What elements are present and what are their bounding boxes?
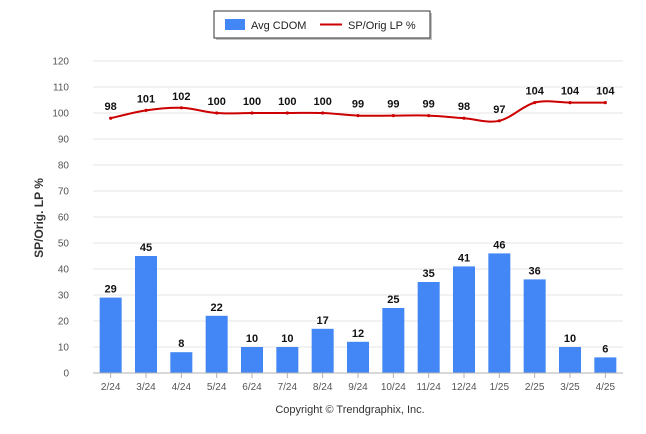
legend-item-sp-orig-lp[interactable]: SP/Orig LP % (348, 20, 416, 32)
x-tick-label: 1/25 (490, 382, 510, 393)
bar-data-label: 36 (529, 265, 541, 277)
bar (276, 347, 299, 373)
y-tick-label: 10 (58, 343, 70, 354)
line-data-label: 104 (561, 86, 580, 98)
line-point (391, 114, 395, 118)
line-point (603, 101, 607, 105)
line-point (109, 116, 113, 120)
bar-data-label: 17 (317, 315, 329, 327)
bar (382, 308, 405, 373)
line-data-label: 100 (278, 96, 296, 108)
bar-data-label: 29 (105, 284, 117, 296)
line-data-label: 98 (458, 101, 470, 113)
x-tick-label: 12/24 (451, 382, 476, 393)
line-point (144, 108, 148, 112)
y-tick-label: 20 (58, 317, 70, 328)
bar (559, 347, 581, 373)
x-tick-label: 5/24 (207, 382, 227, 393)
x-tick-label: 10/24 (381, 382, 406, 393)
bar-data-label: 45 (140, 242, 152, 254)
y-tick-label: 0 (63, 369, 69, 380)
legend-bar-swatch (225, 19, 245, 30)
bar (488, 253, 511, 373)
bar (347, 341, 369, 373)
copyright-text: Copyright © Trendgraphix, Inc. (275, 404, 424, 416)
bar-data-label: 41 (458, 252, 470, 264)
bar-data-label: 22 (211, 302, 223, 314)
line-data-label: 100 (243, 96, 261, 108)
x-tick-label: 11/24 (417, 382, 442, 393)
bar (205, 315, 228, 373)
line-series: 98 101 102 100 100 100 100 99 99 99 98 97 104 104 104 (105, 86, 615, 123)
x-tick-label: 7/24 (278, 382, 298, 393)
line-data-label: 99 (387, 99, 399, 111)
y-tick-label: 30 (58, 291, 70, 302)
bar (523, 279, 546, 373)
bar-series: 29 45 8 22 10 10 17 12 25 35 41 46 36 10 6 (99, 239, 617, 373)
y-tick-label: 50 (58, 239, 70, 250)
y-tick-label: 120 (52, 57, 69, 68)
bar (417, 282, 440, 373)
bar-data-label: 10 (564, 333, 576, 345)
x-axis-ticks: 2/24 3/24 4/24 5/24 6/24 7/24 8/24 9/24 10/24 11/… (101, 373, 616, 393)
legend[interactable]: Avg CDOM SP/Orig LP % (213, 10, 432, 40)
x-tick-label: 4/24 (172, 382, 192, 393)
legend-item-avg-cdom[interactable]: Avg CDOM (251, 20, 306, 32)
line-point (179, 106, 183, 110)
x-tick-label: 2/25 (525, 382, 545, 393)
line-point (497, 119, 501, 123)
bar-data-label: 12 (352, 328, 364, 340)
bar-data-label: 6 (602, 343, 608, 355)
y-tick-label: 80 (58, 161, 70, 172)
line-point (568, 101, 572, 105)
bar (453, 266, 475, 373)
bar-data-label: 10 (281, 333, 293, 345)
line-data-label: 97 (493, 104, 505, 116)
line-data-label: 101 (137, 93, 155, 105)
bar (170, 352, 193, 373)
x-tick-label: 2/24 (101, 382, 121, 393)
bar-data-label: 46 (493, 239, 505, 251)
x-tick-label: 3/25 (560, 382, 580, 393)
y-tick-label: 40 (58, 265, 70, 276)
line-point (427, 114, 431, 118)
y-tick-label: 110 (53, 83, 69, 94)
bar (241, 347, 263, 373)
bar (594, 357, 617, 373)
bar (311, 328, 334, 373)
y-tick-label: 70 (58, 187, 70, 198)
line-data-label: 102 (172, 91, 190, 103)
x-tick-label: 3/24 (136, 382, 156, 393)
line-data-label: 100 (313, 96, 331, 108)
line-data-label: 99 (423, 99, 435, 111)
y-axis-ticks: 0 10 20 30 40 50 60 70 80 90 100 110 120 (52, 57, 69, 380)
line-point (285, 111, 289, 115)
y-tick-label: 90 (58, 135, 70, 146)
y-tick-label: 100 (52, 109, 69, 120)
line-point (462, 116, 466, 120)
line-point (250, 111, 254, 115)
bar-data-label: 25 (387, 294, 399, 306)
y-tick-label: 60 (58, 213, 70, 224)
line-point (215, 111, 219, 115)
x-tick-label: 8/24 (313, 382, 333, 393)
bar-data-label: 35 (423, 268, 435, 280)
bar (135, 256, 157, 373)
x-tick-label: 6/24 (242, 382, 262, 393)
bar (99, 297, 122, 373)
bar-data-label: 10 (246, 333, 258, 345)
line-data-label: 98 (105, 101, 117, 113)
y-axis-label: SP/Orig. LP % (32, 178, 46, 258)
line-point (356, 114, 360, 118)
line-data-label: 99 (352, 99, 364, 111)
line-data-label: 100 (207, 96, 225, 108)
line-data-label: 104 (525, 86, 544, 98)
bar-data-label: 8 (178, 338, 184, 350)
x-tick-label: 9/24 (348, 382, 368, 393)
line-data-label: 104 (596, 86, 615, 98)
line-point (533, 101, 537, 105)
x-tick-label: 4/25 (596, 382, 616, 393)
line-point (321, 111, 325, 115)
